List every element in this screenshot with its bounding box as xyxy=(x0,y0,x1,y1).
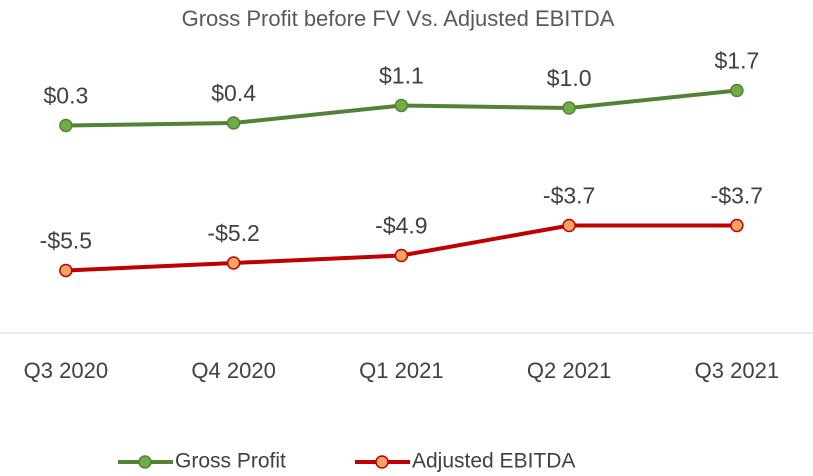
point-marker xyxy=(394,98,409,113)
point-marker xyxy=(394,248,409,263)
x-tick-label: Q4 2020 xyxy=(191,358,275,383)
point-marker xyxy=(562,218,576,233)
legend-marker xyxy=(138,455,152,469)
x-tick-label: Q2 2021 xyxy=(527,358,611,383)
x-tick-label: Q3 2020 xyxy=(24,358,108,383)
x-tick-label: Q1 2021 xyxy=(359,358,443,383)
legend-marker xyxy=(375,455,389,469)
point-marker xyxy=(730,218,744,233)
legend-label: Gross Profit xyxy=(175,450,286,473)
point-marker xyxy=(226,256,241,270)
legend-label: Adjusted EBITDA xyxy=(412,450,575,473)
data-label: -$3.7 xyxy=(711,183,763,209)
data-label: $1.1 xyxy=(379,63,424,89)
data-label: -$3.7 xyxy=(543,183,595,209)
data-label: $0.3 xyxy=(43,83,88,109)
point-marker xyxy=(226,116,241,130)
point-marker xyxy=(562,101,576,115)
data-label: -$4.9 xyxy=(375,213,427,239)
point-marker xyxy=(59,118,73,133)
data-label: $1.7 xyxy=(714,48,759,74)
point-marker xyxy=(59,263,73,278)
chart-title: Gross Profit before FV Vs. Adjusted EBIT… xyxy=(182,6,615,31)
data-label: -$5.5 xyxy=(40,228,92,254)
data-label: -$5.2 xyxy=(207,220,259,246)
point-marker xyxy=(730,83,744,98)
x-tick-label: Q3 2021 xyxy=(695,358,779,383)
data-label: $0.4 xyxy=(211,80,256,106)
data-label: $1.0 xyxy=(547,65,592,91)
